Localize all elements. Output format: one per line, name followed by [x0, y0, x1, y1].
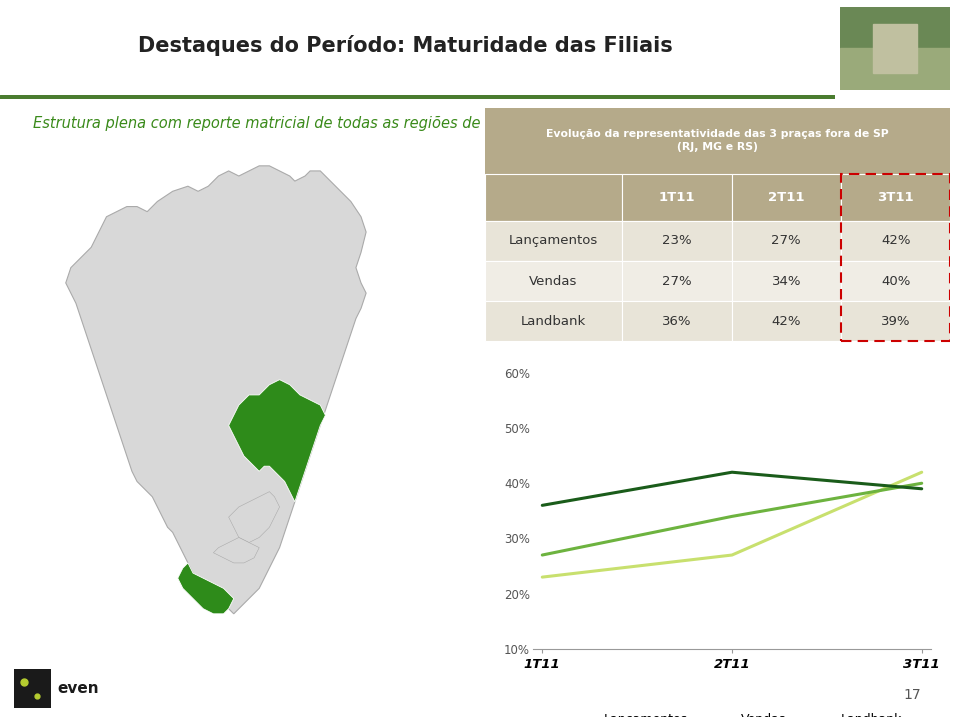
Text: 39%: 39% — [881, 315, 910, 328]
Bar — [732, 174, 841, 221]
Text: Destaques do Período: Maturidade das Filiais: Destaques do Período: Maturidade das Fil… — [137, 34, 672, 55]
Polygon shape — [213, 538, 259, 563]
Text: even: even — [58, 681, 99, 696]
Bar — [622, 261, 732, 301]
Bar — [485, 301, 622, 341]
Bar — [732, 261, 841, 301]
Bar — [840, 49, 950, 90]
Bar — [841, 221, 950, 261]
Text: 36%: 36% — [662, 315, 691, 328]
Text: 34%: 34% — [772, 275, 801, 288]
Bar — [485, 261, 622, 301]
Text: Landbank: Landbank — [521, 315, 587, 328]
Text: Estrutura plena com reporte matricial de todas as regiões de atuação: Estrutura plena com reporte matricial de… — [33, 116, 543, 131]
Polygon shape — [228, 492, 279, 543]
Bar — [622, 174, 732, 221]
Polygon shape — [228, 380, 325, 502]
Bar — [841, 174, 950, 341]
Bar — [485, 108, 950, 174]
Bar — [622, 221, 732, 261]
Bar — [485, 174, 622, 221]
Polygon shape — [65, 166, 366, 614]
Bar — [841, 261, 950, 301]
Text: 23%: 23% — [662, 234, 691, 247]
Text: 42%: 42% — [772, 315, 801, 328]
Polygon shape — [178, 563, 233, 614]
Bar — [732, 221, 841, 261]
Text: 3T11: 3T11 — [877, 191, 914, 204]
Text: 40%: 40% — [881, 275, 910, 288]
Text: Lançamentos: Lançamentos — [509, 234, 598, 247]
Text: Evolução da representatividade das 3 praças fora de SP
(RJ, MG e RS): Evolução da representatividade das 3 pra… — [546, 129, 889, 152]
Bar — [841, 301, 950, 341]
Bar — [622, 301, 732, 341]
Text: Vendas: Vendas — [529, 275, 578, 288]
Text: 42%: 42% — [881, 234, 910, 247]
Text: 17: 17 — [903, 688, 921, 703]
Bar — [874, 24, 917, 73]
Bar — [840, 7, 950, 49]
Legend: Lançamentos, Vendas, Landbank: Lançamentos, Vendas, Landbank — [557, 708, 907, 717]
Bar — [732, 301, 841, 341]
Text: 27%: 27% — [772, 234, 801, 247]
Text: 27%: 27% — [662, 275, 691, 288]
Text: 2T11: 2T11 — [768, 191, 804, 204]
Bar — [841, 174, 950, 221]
Bar — [485, 221, 622, 261]
Text: 1T11: 1T11 — [659, 191, 695, 204]
